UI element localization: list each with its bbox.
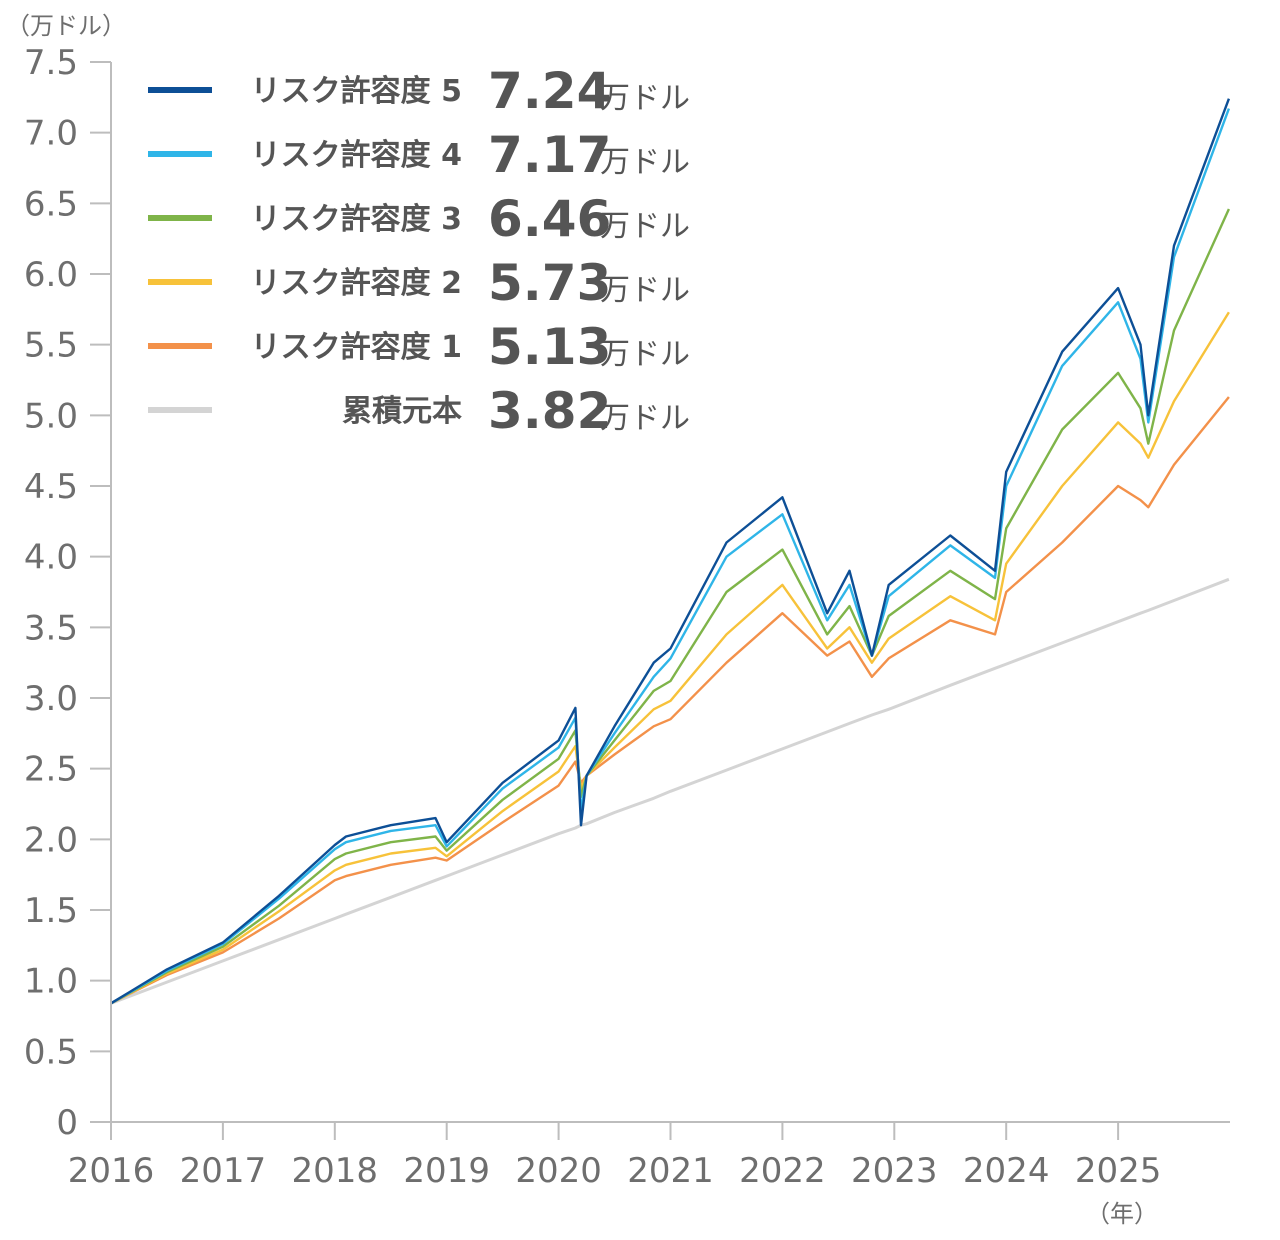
y-axis-unit-label: （万ドル） [6, 12, 126, 40]
legend-final-value: 5.73 [488, 254, 611, 312]
y-tick-label: 6.5 [24, 184, 78, 224]
legend-value-unit: 万ドル [600, 209, 690, 244]
legend-final-value: 7.24 [488, 62, 611, 120]
y-tick-label: 2.0 [24, 820, 78, 860]
legend-final-value: 7.17 [488, 126, 611, 184]
series-line [110, 208, 1230, 1005]
y-tick-label: 7.5 [24, 43, 78, 83]
legend-label: リスク許容度 2 [251, 266, 462, 301]
series-lines [110, 98, 1231, 1005]
y-tick-label: 7.0 [24, 114, 78, 154]
legend-value-unit: 万ドル [600, 401, 690, 436]
y-tick-label: 6.0 [24, 255, 78, 295]
x-tick-label: 2021 [627, 1151, 714, 1191]
series-line [110, 577, 1230, 1005]
y-tick-label: 4.0 [24, 538, 78, 578]
y-tick-label: 0 [56, 1103, 78, 1143]
legend-value-unit: 万ドル [600, 81, 690, 116]
legend-label: リスク許容度 5 [251, 74, 462, 109]
y-tick-label: 0.5 [24, 1032, 78, 1072]
x-tick-label: 2019 [403, 1151, 490, 1191]
y-tick-label: 3.0 [24, 679, 78, 719]
x-axis-unit-label: （年） [1086, 1200, 1158, 1228]
legend-label: 累積元本 [342, 394, 462, 429]
y-tick-label: 3.5 [24, 608, 78, 648]
y-tick-label: 5.0 [24, 396, 78, 436]
y-tick-label: 2.5 [24, 750, 78, 790]
series-line [110, 311, 1230, 1005]
legend-label: リスク許容度 1 [251, 330, 462, 365]
y-tick-label: 1.0 [24, 962, 78, 1002]
x-tick-label: 2018 [292, 1151, 379, 1191]
legend-final-value: 3.82 [488, 382, 611, 440]
x-tick-label: 2017 [180, 1151, 267, 1191]
y-tick-label: 1.5 [24, 891, 78, 931]
legend-value-unit: 万ドル [600, 273, 690, 308]
x-tick-label: 2022 [739, 1151, 826, 1191]
y-axis-ticks: 0 0.5 1.0 1.5 2.0 2.5 3.0 3.5 4.0 4.5 5.0 5.5 6.0 6.5… [24, 43, 111, 1143]
y-tick-label: 5.5 [24, 326, 78, 366]
x-tick-label: 2025 [1075, 1151, 1162, 1191]
legend-value-unit: 万ドル [600, 337, 690, 372]
y-tick-label: 4.5 [24, 467, 78, 507]
legend-label: リスク許容度 3 [251, 202, 462, 237]
x-tick-label: 2024 [963, 1151, 1050, 1191]
x-axis-ticks: 2016 2017 2018 2019 2020 2021 2022 2023 2024 2025 [68, 1122, 1162, 1191]
x-tick-label: 2023 [851, 1151, 938, 1191]
x-tick-label: 2016 [68, 1151, 155, 1191]
series-line [110, 98, 1231, 1005]
legend-final-value: 5.13 [488, 318, 611, 376]
series-line [110, 108, 1231, 1005]
legend-value-unit: 万ドル [600, 145, 690, 180]
x-tick-label: 2020 [515, 1151, 602, 1191]
legend-label: リスク許容度 4 [251, 138, 462, 173]
legend-final-value: 6.46 [488, 190, 611, 248]
series-line [110, 396, 1230, 1005]
